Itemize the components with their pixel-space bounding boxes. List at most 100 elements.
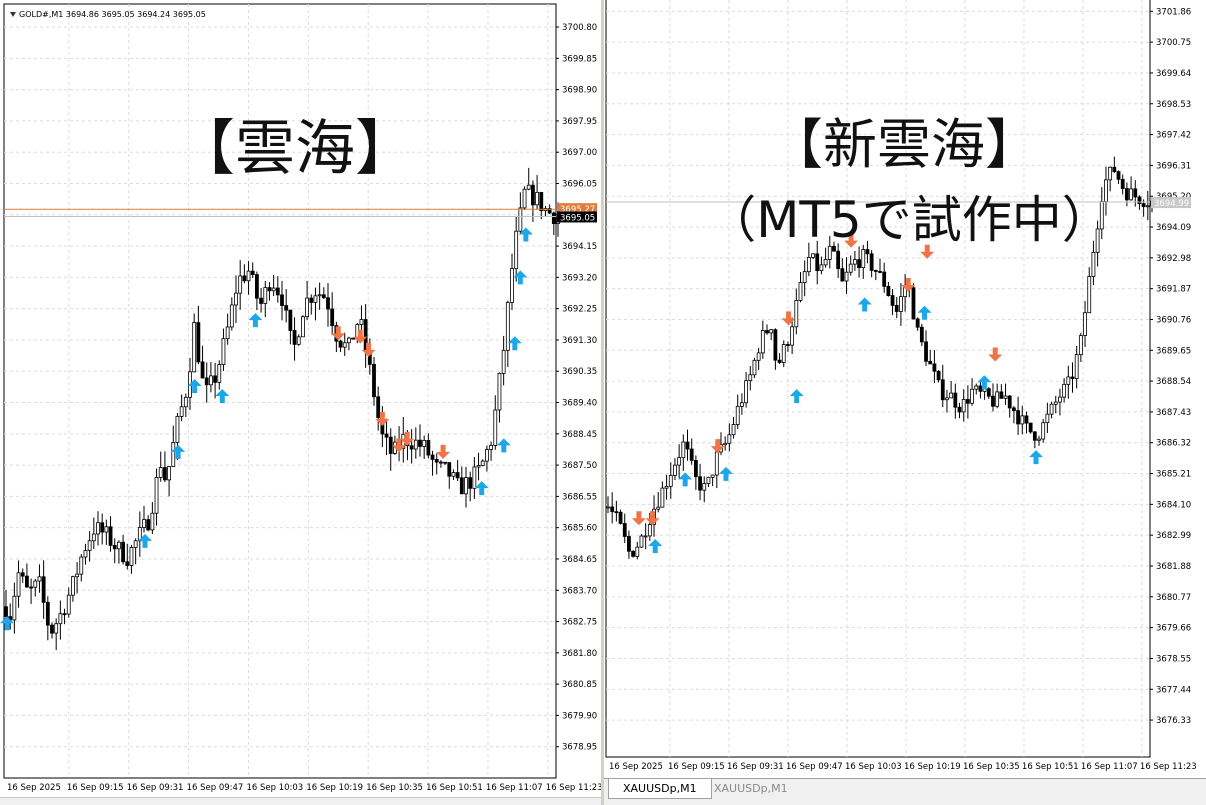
candle: [246, 261, 251, 295]
dropdown-triangle-icon[interactable]: [10, 12, 16, 17]
candle: [936, 370, 941, 383]
candle: [501, 335, 506, 386]
candle: [163, 451, 167, 483]
candle: [886, 281, 891, 297]
sell-arrow-icon: [645, 511, 660, 526]
chart-panel-left[interactable]: 3700.80 3699.85 3698.90 3697.95 3697.00 3696.…: [0, 0, 601, 805]
candle: [284, 289, 289, 323]
y-tick-label: 3696.05: [562, 180, 597, 190]
chart-tab-inactive[interactable]: XAUUSDp,M1: [714, 782, 788, 795]
chart-tab-active[interactable]: XAUUSDp,M1: [608, 779, 712, 799]
candle: [781, 340, 786, 368]
candle: [413, 427, 418, 459]
candle: [87, 531, 92, 562]
candle: [727, 423, 732, 452]
candle: [878, 258, 882, 274]
candle: [37, 564, 42, 593]
y-tick-label: 3684.65: [562, 555, 597, 565]
candle: [852, 250, 857, 271]
candle: [250, 262, 255, 278]
candle: [255, 271, 259, 311]
sell-arrow-icon: [361, 342, 376, 357]
candle: [840, 258, 845, 282]
candle: [196, 305, 201, 365]
candle: [66, 587, 71, 618]
x-tick-label: 16 Sep 09:31: [127, 783, 184, 793]
y-tick-label: 3679.90: [562, 711, 597, 721]
buy-arrow-icon: [857, 297, 872, 312]
bid-price-box: [1151, 197, 1191, 209]
y-tick-label: 3681.88: [1156, 562, 1191, 572]
candle: [1041, 418, 1046, 443]
candle: [995, 383, 1000, 409]
candle: [811, 253, 815, 260]
candle: [54, 618, 59, 651]
candle: [794, 288, 799, 335]
candle: [204, 362, 209, 403]
chart-tab-bar: XAUUSDp,M1 XAUUSDp,M1: [604, 778, 1206, 805]
candle: [606, 496, 610, 514]
buy-arrow-icon: [917, 305, 932, 320]
candle: [25, 563, 29, 588]
candle: [71, 575, 75, 602]
y-tick-label: 3692.98: [1156, 254, 1191, 264]
candle: [832, 241, 836, 252]
ask-price-label: 3695.27: [560, 205, 595, 215]
candle: [472, 457, 477, 499]
candle: [45, 596, 50, 641]
y-tick-label: 3681.80: [562, 649, 597, 659]
candle: [685, 429, 690, 461]
candle: [1058, 388, 1062, 416]
overlay-title-right: 【新雲海】: [769, 113, 1039, 176]
candle: [313, 287, 318, 321]
candle: [112, 538, 117, 564]
candle: [351, 337, 355, 340]
candle: [192, 313, 197, 373]
candle: [79, 554, 84, 582]
candle: [326, 283, 330, 327]
candle: [1095, 220, 1100, 267]
y-tick-label: 3699.64: [1156, 69, 1191, 79]
candle: [1028, 422, 1033, 434]
candle: [940, 364, 945, 408]
candle: [16, 560, 21, 608]
candle: [740, 393, 744, 415]
candle: [514, 216, 519, 282]
candle: [489, 441, 493, 461]
y-tick-label: 3690.35: [562, 367, 597, 377]
candlestick-chart-left[interactable]: 3700.80 3699.85 3698.90 3697.95 3697.00 3696.…: [0, 0, 601, 805]
candle: [321, 287, 326, 299]
candle: [171, 425, 176, 467]
candlestick-chart-right[interactable]: 3701.86 3700.75 3699.64 3698.53 3697.42 3696.…: [604, 0, 1206, 805]
candle: [790, 317, 795, 354]
x-tick-label: 16 Sep 09:47: [786, 762, 843, 772]
y-tick-label: 3680.77: [1156, 593, 1191, 603]
candle: [1091, 240, 1096, 286]
candle: [1053, 395, 1058, 414]
candle: [518, 192, 523, 235]
y-tick-label: 3699.85: [562, 54, 597, 64]
candle: [919, 323, 924, 347]
chart-panel-right[interactable]: 3701.86 3700.75 3699.64 3698.53 3697.42 3696.…: [604, 0, 1206, 805]
candle: [217, 360, 222, 390]
candle: [622, 513, 627, 544]
candle: [945, 389, 949, 413]
sell-arrow-icon: [436, 444, 451, 459]
candle: [769, 328, 774, 341]
candle: [384, 418, 389, 456]
x-tick-label: 16 Sep 2025: [609, 762, 663, 772]
candle: [1087, 267, 1092, 314]
x-tick-label: 16 Sep 10:19: [306, 783, 363, 793]
candle: [439, 459, 443, 468]
candle: [213, 362, 217, 399]
candle: [974, 383, 979, 395]
x-tick-label: 16 Sep 10:03: [845, 762, 902, 772]
candle: [309, 294, 314, 315]
sell-arrow-icon: [781, 311, 796, 326]
candle: [631, 550, 636, 558]
candle: [894, 297, 899, 319]
candle: [146, 515, 151, 532]
panel-splitter[interactable]: [601, 0, 604, 805]
candle: [836, 243, 841, 279]
sell-arrow-icon: [920, 244, 935, 259]
